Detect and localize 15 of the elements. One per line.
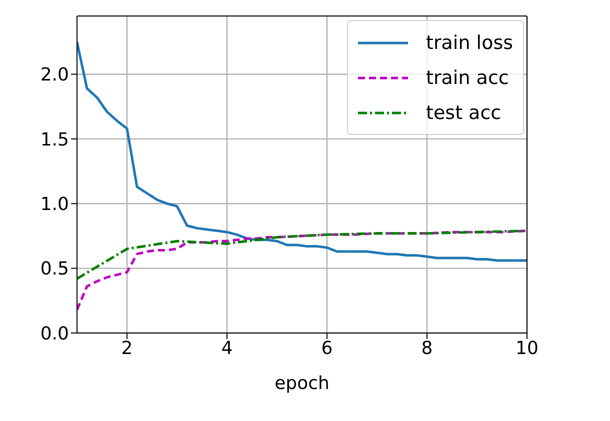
y-tick-label: 1.5 [40, 129, 69, 150]
y-tick-label: 0.5 [40, 258, 69, 280]
legend-label: train acc [426, 66, 509, 88]
legend-label: test acc [426, 102, 502, 124]
x-tick-label: 8 [421, 338, 433, 359]
x-tick-label: 6 [321, 338, 333, 359]
x-tick-label: 2 [121, 338, 133, 359]
y-tick-label: 2.0 [40, 64, 69, 86]
x-tick-label: 10 [516, 338, 538, 359]
y-tick-label: 1.0 [40, 194, 69, 215]
legend-label: train loss [426, 32, 513, 54]
y-tick-label: 0.0 [40, 323, 69, 344]
line-series [77, 230, 527, 311]
x-tick-label: 4 [221, 338, 233, 359]
x-axis-title: epoch [274, 373, 330, 394]
